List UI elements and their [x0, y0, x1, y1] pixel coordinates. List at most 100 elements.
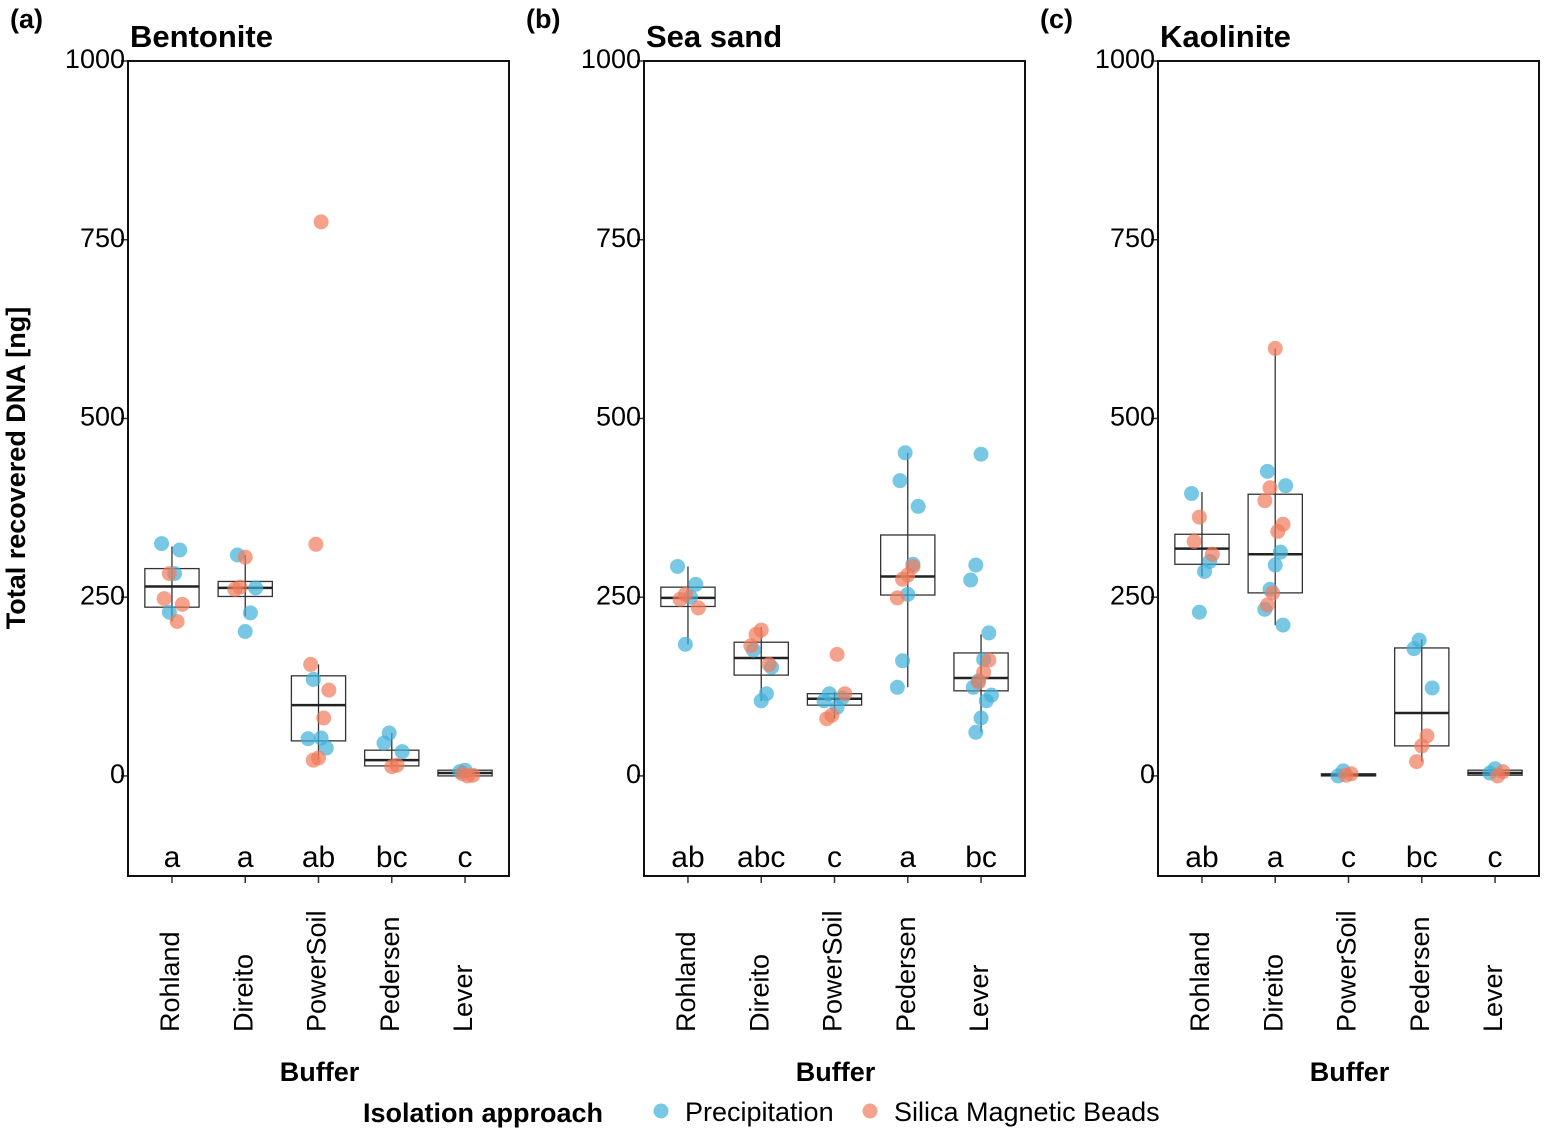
data-point	[672, 591, 688, 607]
x-tick-label: Lever	[1478, 964, 1508, 1032]
significance-letter: a	[1267, 841, 1284, 874]
x-tick-label: Lever	[964, 964, 994, 1032]
panel-title: Sea sand	[646, 19, 782, 54]
data-point	[156, 591, 172, 607]
panel-label: (b)	[526, 4, 560, 34]
plot-frame	[1157, 60, 1540, 877]
x-tick-label: Direito	[228, 954, 258, 1032]
data-point	[819, 711, 835, 727]
data-point	[688, 576, 704, 592]
data-point	[1406, 641, 1422, 657]
data-point	[1259, 597, 1275, 613]
data-point	[895, 571, 911, 587]
data-point	[970, 674, 986, 690]
x-tick-label: Rohland	[1185, 931, 1215, 1032]
data-point	[981, 625, 997, 641]
data-point	[1265, 585, 1281, 601]
data-point	[895, 653, 911, 669]
significance-letter: c	[458, 841, 473, 874]
data-point	[1197, 563, 1213, 579]
data-point	[1259, 463, 1275, 479]
data-point	[1267, 557, 1283, 573]
significance-letter: abc	[737, 841, 785, 874]
data-point	[1191, 509, 1207, 525]
x-tick-label: PowerSoil	[302, 910, 332, 1032]
data-point	[670, 558, 686, 574]
data-point	[889, 590, 905, 606]
y-tick-label: 250	[1110, 580, 1155, 610]
data-point	[303, 656, 319, 672]
legend-title: Isolation approach	[363, 1098, 603, 1128]
x-tick-label: Direito	[1258, 954, 1288, 1032]
data-point	[248, 580, 264, 596]
data-point	[1262, 480, 1278, 496]
data-point	[313, 214, 329, 230]
data-point	[227, 581, 243, 597]
data-point	[154, 536, 170, 552]
data-point	[910, 498, 926, 514]
significance-letter: c	[827, 841, 842, 874]
plot-frame	[127, 60, 510, 877]
data-point	[1186, 533, 1202, 549]
y-tick-label: 500	[1110, 402, 1155, 432]
data-point	[1257, 493, 1273, 509]
data-point	[1184, 486, 1200, 502]
legend-swatch	[862, 1103, 878, 1119]
data-point	[454, 766, 470, 782]
y-tick-label: 500	[80, 402, 125, 432]
x-axis-label: Buffer	[1310, 1057, 1390, 1087]
data-point	[690, 600, 706, 616]
y-tick-label: 1000	[581, 44, 641, 74]
x-tick-label: Direito	[744, 954, 774, 1032]
data-point	[963, 572, 979, 588]
data-point	[748, 626, 764, 642]
x-tick-label: PowerSoil	[1332, 910, 1362, 1032]
data-point	[981, 652, 997, 668]
y-tick-label: 250	[596, 580, 641, 610]
significance-letter: ab	[302, 841, 335, 874]
y-tick-label: 1000	[65, 44, 125, 74]
significance-letter: c	[1341, 841, 1356, 874]
data-point	[376, 735, 392, 751]
data-point	[169, 613, 185, 629]
y-tick-label: 750	[596, 223, 641, 253]
data-point	[1409, 754, 1425, 770]
data-point	[761, 656, 777, 672]
data-point	[743, 638, 759, 654]
x-axis-label: Buffer	[280, 1057, 360, 1087]
y-tick-label: 0	[1140, 759, 1155, 789]
y-tick-label: 250	[80, 580, 125, 610]
data-point	[305, 671, 321, 687]
significance-letter: a	[164, 841, 181, 874]
plot-frame	[643, 60, 1026, 877]
significance-letter: bc	[1406, 841, 1438, 874]
data-point	[889, 679, 905, 695]
data-point	[174, 596, 190, 612]
x-tick-label: Pedersen	[1405, 916, 1435, 1032]
significance-letter: bc	[965, 841, 997, 874]
data-point	[1270, 523, 1286, 539]
y-tick-label: 1000	[1095, 44, 1155, 74]
data-point	[973, 710, 989, 726]
data-point	[313, 730, 329, 746]
significance-letter: ab	[1185, 841, 1218, 874]
x-tick-label: Rohland	[155, 931, 185, 1032]
y-tick-label: 500	[596, 402, 641, 432]
data-point	[305, 752, 321, 768]
data-point	[1275, 617, 1291, 633]
x-tick-label: Rohland	[671, 931, 701, 1032]
x-tick-label: Pedersen	[891, 916, 921, 1032]
legend-label: Precipitation	[685, 1097, 834, 1127]
data-point	[677, 636, 693, 652]
data-point	[1338, 767, 1354, 783]
panel-title: Bentonite	[130, 19, 273, 54]
data-point	[753, 693, 769, 709]
data-point	[897, 445, 913, 461]
significance-letter: c	[1488, 841, 1503, 874]
y-tick-label: 0	[110, 759, 125, 789]
data-point	[308, 536, 324, 552]
panel-title: Kaolinite	[1160, 19, 1291, 54]
significance-letter: bc	[376, 841, 408, 874]
data-point	[300, 731, 316, 747]
data-point	[1272, 544, 1288, 560]
